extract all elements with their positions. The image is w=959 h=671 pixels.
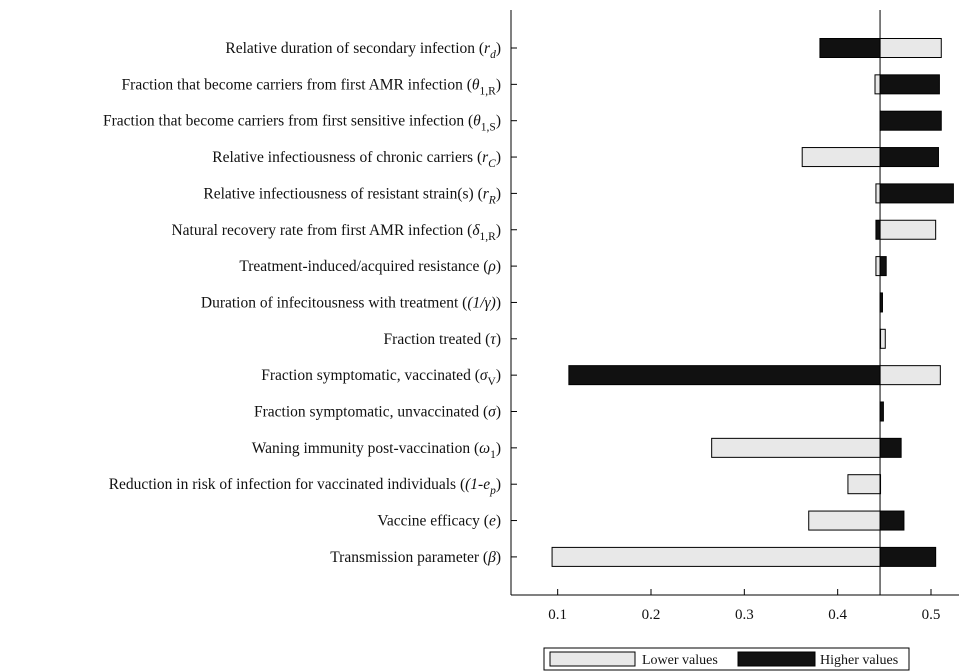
higher-value-bar	[879, 183, 954, 204]
legend-swatch-higher	[737, 651, 816, 667]
higher-value-bar	[879, 401, 884, 422]
parameter-label: Fraction symptomatic, unvaccinated (σ)	[254, 404, 501, 421]
parameter-label: Vaccine efficacy (e)	[377, 513, 501, 530]
parameter-label: Fraction that become carriers from first…	[122, 76, 501, 97]
parameter-label: Relative infectiousness of chronic carri…	[212, 149, 501, 170]
parameter-label: Reduction in risk of infection for vacci…	[109, 476, 501, 497]
parameter-label: Relative infectiousness of resistant str…	[203, 185, 501, 206]
higher-value-bar	[875, 219, 881, 240]
lower-value-bar	[875, 256, 881, 277]
parameter-label: Transmission parameter (β)	[330, 549, 501, 566]
lower-value-bar	[875, 183, 881, 204]
x-tick-label: 0.4	[828, 607, 847, 623]
parameter-label: Relative duration of secondary infection…	[225, 40, 501, 61]
lower-value-bar	[879, 365, 941, 386]
parameter-label: Natural recovery rate from first AMR inf…	[171, 222, 501, 243]
legend-swatch-lower	[549, 651, 636, 667]
higher-value-bar	[879, 110, 942, 131]
lower-value-bar	[847, 474, 881, 495]
higher-value-bar	[879, 546, 937, 567]
higher-value-bar	[819, 38, 881, 58]
parameter-label: Treatment-induced/acquired resistance (ρ…	[239, 258, 501, 275]
y-axis-ticks	[511, 47, 517, 558]
lower-value-bar	[874, 74, 881, 95]
higher-value-bar	[879, 256, 887, 277]
lower-value-bar	[879, 219, 937, 240]
x-axis-ticks: 0.1 0.2 0.3 0.4 0.5	[548, 589, 940, 623]
x-tick-label: 0.5	[922, 607, 941, 623]
parameter-label: Fraction symptomatic, vaccinated (σV)	[261, 367, 501, 388]
x-tick-label: 0.2	[642, 607, 661, 623]
legend-label-lower: Lower values	[642, 653, 718, 668]
x-tick-label: 0.1	[548, 607, 567, 623]
higher-value-bars	[568, 38, 954, 567]
higher-value-bar	[879, 437, 902, 458]
lower-value-bar	[808, 510, 881, 531]
higher-value-bar	[568, 365, 881, 386]
parameter-label: Fraction treated (τ)	[384, 331, 501, 348]
higher-value-bar	[879, 74, 940, 95]
x-tick-label: 0.3	[735, 607, 754, 623]
legend-label-higher: Higher values	[820, 653, 898, 668]
parameter-labels: Relative duration of secondary infection…	[103, 40, 501, 566]
parameter-label: Waning immunity post-vaccination (ω1)	[252, 440, 501, 461]
higher-value-bar	[879, 510, 905, 531]
lower-value-bar	[801, 147, 881, 168]
legend: Lower values Higher values	[543, 647, 910, 671]
lower-value-bar	[711, 437, 881, 458]
parameter-label: Duration of infecitousness with treatmen…	[201, 294, 501, 311]
parameter-label: Fraction that become carriers from first…	[103, 113, 501, 134]
lower-value-bar	[879, 38, 942, 58]
higher-value-bar	[879, 147, 939, 168]
lower-value-bar	[551, 546, 881, 567]
